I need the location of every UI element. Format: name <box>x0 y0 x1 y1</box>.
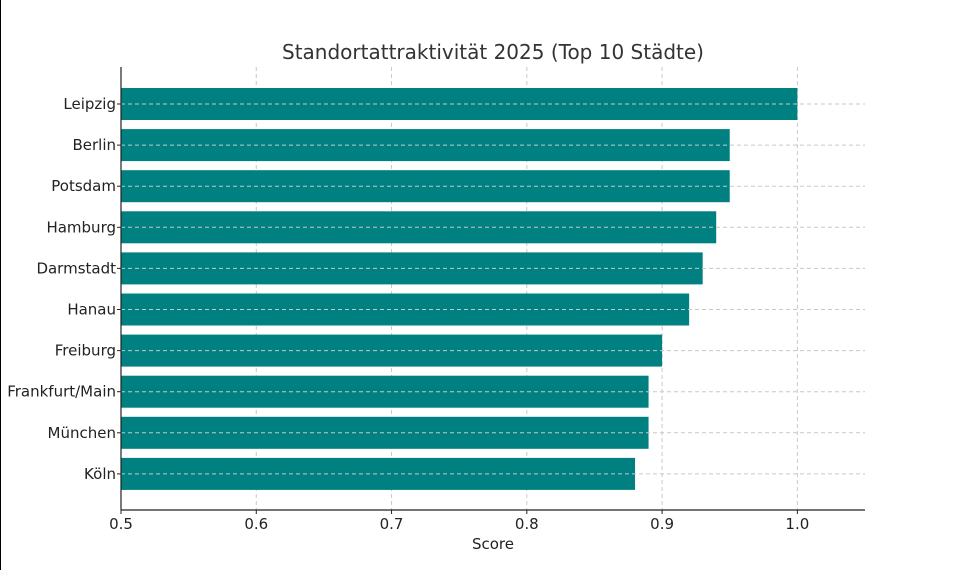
y-tick-labels: Leipzig Berlin Potsdam Hamburg Darmstadt Hana… <box>7 95 116 483</box>
x-tick-label: 1.0 <box>785 515 809 533</box>
y-tick-label: Darmstadt <box>36 259 116 277</box>
y-tick-label: Hamburg <box>46 218 116 236</box>
y-tick-label: Potsdam <box>51 177 116 195</box>
y-tick-label: Frankfurt/Main <box>7 383 116 401</box>
y-tick-label: Leipzig <box>63 95 116 113</box>
y-tick-label: Berlin <box>72 136 116 154</box>
chart-title: Standortattraktivität 2025 (Top 10 Städt… <box>282 40 704 64</box>
x-tick-label: 0.8 <box>515 515 539 533</box>
x-tick-label: 0.9 <box>650 515 674 533</box>
y-tick-label: Hanau <box>67 301 116 319</box>
bar <box>121 334 663 367</box>
axes-layer <box>117 67 865 514</box>
bars-layer <box>121 88 865 490</box>
x-tick-label: 0.6 <box>244 515 268 533</box>
x-tick-label: 0.7 <box>380 515 404 533</box>
x-tick-label: 0.5 <box>109 515 133 533</box>
x-tick-labels: 0.5 0.6 0.7 0.8 0.9 1.0 <box>109 515 809 533</box>
y-tick-label: Freiburg <box>55 342 116 360</box>
y-tick-label: Köln <box>84 465 116 483</box>
x-axis-label: Score <box>472 535 514 553</box>
y-tick-label: München <box>48 424 116 442</box>
